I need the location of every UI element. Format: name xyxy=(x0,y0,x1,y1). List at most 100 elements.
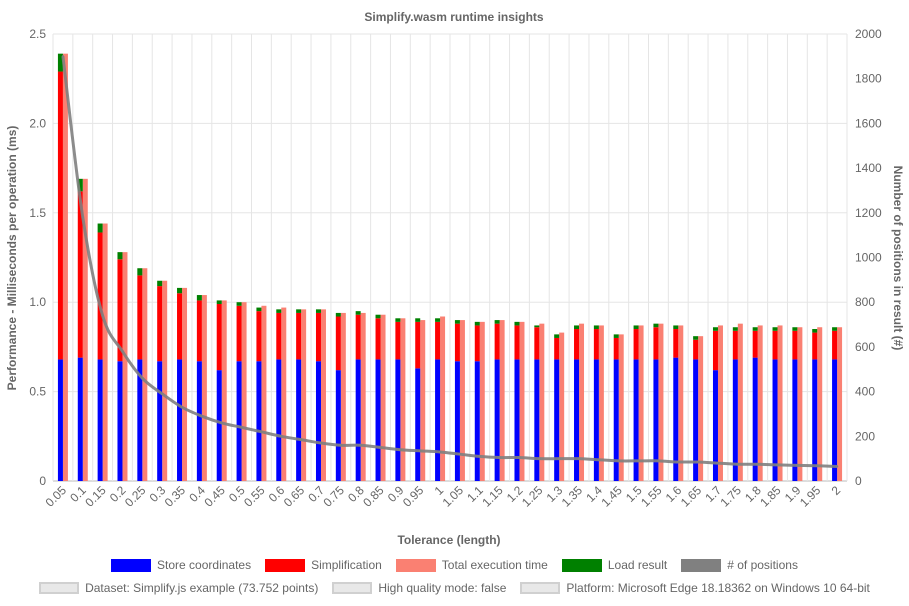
bar-load-result xyxy=(832,327,838,331)
x-tick-label: 1.15 xyxy=(479,483,506,510)
bar-total-execution-time xyxy=(658,323,664,481)
point-positions xyxy=(776,463,779,467)
point-positions xyxy=(280,435,283,438)
bar-load-result xyxy=(474,321,480,326)
legend-swatch xyxy=(111,558,152,572)
y-axis-left: 0 0.5 1.0 1.5 2.0 2.5 xyxy=(29,27,46,488)
y2-tick-label: 1400 xyxy=(855,161,882,175)
bar-total-execution-time xyxy=(638,325,644,481)
legend-swatch xyxy=(39,582,80,594)
bar-store-coordinates xyxy=(177,359,183,481)
bar-load-result xyxy=(454,320,460,324)
point-positions xyxy=(220,421,223,425)
bar-load-result xyxy=(554,334,560,338)
bar-load-result xyxy=(276,309,282,313)
bar-load-result xyxy=(117,252,123,260)
bar-total-execution-time xyxy=(737,323,743,481)
legend-label: Simplification xyxy=(311,558,382,572)
bar-load-result xyxy=(256,307,262,312)
bar-load-result xyxy=(97,223,103,233)
legend-label: Total execution time xyxy=(441,558,548,572)
bar-total-execution-time xyxy=(757,325,763,481)
bar-simplification xyxy=(57,71,63,360)
point-positions xyxy=(696,460,700,464)
bar-store-coordinates xyxy=(77,357,83,481)
bar-store-coordinates xyxy=(415,368,421,481)
bar-total-execution-time xyxy=(539,323,545,481)
legend-item-dataset[interactable]: Dataset: Simplify.js example (73.752 poi… xyxy=(39,581,318,595)
point-positions xyxy=(518,456,521,459)
bar-total-execution-time xyxy=(499,320,505,481)
bar-store-coordinates xyxy=(137,359,143,481)
bar-total-execution-time xyxy=(102,223,108,481)
legend-swatch xyxy=(395,558,436,572)
legend-item-total-execution-time[interactable]: Total execution time xyxy=(395,558,548,572)
bar-load-result xyxy=(792,327,798,331)
bar-load-result xyxy=(435,318,441,322)
legend-label: Platform: Microsoft Edge 18.18362 on Win… xyxy=(566,581,870,595)
legend-item-positions[interactable]: # of positions xyxy=(681,558,798,572)
bar-total-execution-time xyxy=(817,327,823,481)
bar-total-execution-time xyxy=(618,334,624,481)
bar-total-execution-time xyxy=(241,302,247,481)
y-tick-label: 2.5 xyxy=(29,27,46,41)
bar-load-result xyxy=(77,178,83,192)
y2-tick-label: 800 xyxy=(855,295,875,309)
bar-load-result xyxy=(375,314,381,319)
positions-line xyxy=(61,55,839,468)
point-positions xyxy=(478,455,481,458)
point-positions xyxy=(597,458,601,461)
point-positions xyxy=(657,459,660,463)
legend-item-simplification[interactable]: Simplification xyxy=(265,558,382,572)
bar-simplification xyxy=(335,316,341,371)
bar-total-execution-time xyxy=(380,314,386,481)
bar-total-execution-time xyxy=(62,53,68,481)
bar-simplification xyxy=(534,327,540,360)
bar-total-execution-time xyxy=(440,316,446,481)
bar-simplification xyxy=(415,321,421,369)
y2-tick-label: 1000 xyxy=(855,251,882,265)
legend-swatch xyxy=(561,558,602,572)
x-tick-label: 0.25 xyxy=(122,483,149,510)
bar-simplification xyxy=(97,232,103,360)
x-tick-label: 1.55 xyxy=(638,483,665,510)
y2-tick-label: 0 xyxy=(855,474,862,488)
bar-store-coordinates xyxy=(276,359,282,481)
bar-store-coordinates xyxy=(395,359,401,481)
point-positions xyxy=(299,438,303,441)
bar-simplification xyxy=(633,329,639,360)
bar-store-coordinates xyxy=(296,359,302,481)
point-positions xyxy=(339,444,343,447)
y-tick-label: 2.0 xyxy=(29,116,46,130)
legend-swatch xyxy=(681,558,722,572)
bar-store-coordinates xyxy=(693,359,699,481)
bar-simplification xyxy=(454,323,460,362)
chart-title: Simplify.wasm runtime insights xyxy=(364,10,543,24)
x-tick-label: 1.25 xyxy=(519,483,546,510)
bar-total-execution-time xyxy=(142,268,148,481)
point-positions xyxy=(399,448,402,451)
point-positions xyxy=(577,457,581,460)
bar-simplification xyxy=(117,259,123,362)
bar-simplification xyxy=(653,327,659,360)
legend-label: Load result xyxy=(607,558,668,572)
bar-simplification xyxy=(177,293,183,360)
x-tick-label: 1.35 xyxy=(559,483,586,510)
legend-item-quality-mode[interactable]: High quality mode: false xyxy=(332,581,506,595)
bar-store-coordinates xyxy=(355,359,361,481)
bar-simplification xyxy=(673,329,679,358)
x-tick-label: 0.15 xyxy=(82,483,109,510)
bar-simplification xyxy=(613,337,619,360)
bar-total-execution-time xyxy=(301,309,307,481)
legend-item-load-result[interactable]: Load result xyxy=(561,558,668,572)
y2-tick-label: 1600 xyxy=(855,116,882,130)
bar-total-execution-time xyxy=(182,287,188,481)
legend-item-store-coordinates[interactable]: Store coordinates xyxy=(111,558,251,572)
bar-store-coordinates xyxy=(633,359,639,481)
point-positions xyxy=(816,464,819,468)
bar-store-coordinates xyxy=(514,359,520,481)
bar-load-result xyxy=(514,321,520,326)
point-positions xyxy=(796,464,799,467)
legend-item-platform[interactable]: Platform: Microsoft Edge 18.18362 on Win… xyxy=(520,581,870,595)
bars xyxy=(57,53,843,481)
